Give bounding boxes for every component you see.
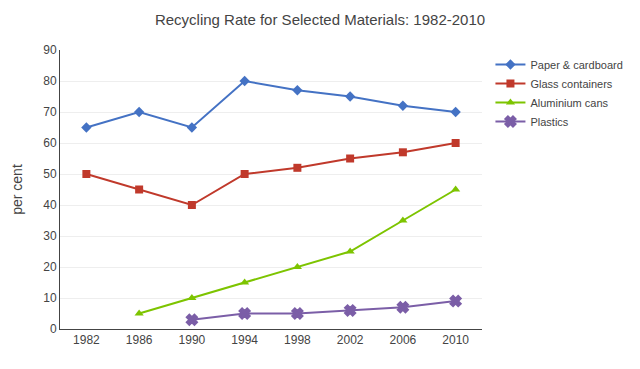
svg-text:20: 20 — [43, 260, 57, 274]
svg-text:2006: 2006 — [390, 333, 417, 347]
svg-text:per cent: per cent — [9, 164, 25, 215]
svg-text:80: 80 — [43, 74, 57, 88]
svg-text:90: 90 — [43, 43, 57, 57]
svg-text:1998: 1998 — [284, 333, 311, 347]
svg-text:30: 30 — [43, 229, 57, 243]
svg-text:0: 0 — [50, 322, 57, 336]
svg-text:Paper & cardboard: Paper & cardboard — [530, 59, 622, 71]
svg-text:10: 10 — [43, 291, 57, 305]
svg-text:1990: 1990 — [179, 333, 206, 347]
svg-text:60: 60 — [43, 136, 57, 150]
svg-text:Recycling Rate for Selected Ma: Recycling Rate for Selected Materials: 1… — [155, 11, 485, 28]
svg-text:Plastics: Plastics — [530, 116, 568, 128]
svg-text:1982: 1982 — [73, 333, 100, 347]
svg-text:50: 50 — [43, 167, 57, 181]
svg-text:40: 40 — [43, 198, 57, 212]
svg-text:1994: 1994 — [231, 333, 258, 347]
svg-text:1986: 1986 — [126, 333, 153, 347]
svg-text:2010: 2010 — [442, 333, 469, 347]
svg-text:Aluminium cans: Aluminium cans — [530, 97, 608, 109]
svg-text:Glass containers: Glass containers — [530, 78, 612, 90]
svg-text:2002: 2002 — [337, 333, 364, 347]
svg-text:70: 70 — [43, 105, 57, 119]
